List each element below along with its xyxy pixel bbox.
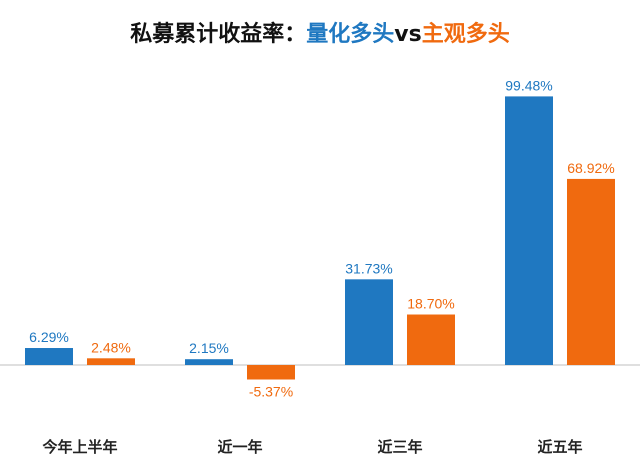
data-label-s1-c0: 2.48%	[91, 339, 131, 355]
data-label-s0-c2: 31.73%	[345, 260, 392, 276]
title-prefix: 私募累计收益率：	[130, 22, 307, 47]
bar-s0-c2	[345, 279, 393, 365]
title-vs: vs	[394, 22, 422, 47]
category-label-0: 今年上半年	[41, 438, 117, 456]
data-label-s0-c1: 2.15%	[189, 340, 229, 356]
bar-s0-c3	[505, 96, 553, 366]
bar-s1-c0	[87, 358, 135, 365]
bar-s1-c3	[567, 178, 615, 365]
data-label-s1-c1: -5.37%	[249, 383, 293, 399]
data-label-s0-c3: 99.48%	[505, 77, 552, 93]
category-label-2: 近三年	[377, 438, 422, 456]
chart-title: 私募累计收益率：量化多头vs主观多头	[0, 16, 640, 48]
data-label-s1-c3: 68.92%	[567, 160, 614, 176]
title-series-quant: 量化多头	[306, 22, 395, 47]
category-label-3: 近五年	[537, 438, 582, 456]
bar-s0-c1	[185, 359, 233, 365]
bar-s1-c2	[407, 314, 455, 365]
data-label-s0-c0: 6.29%	[29, 329, 69, 345]
bar-s0-c0	[25, 348, 73, 365]
category-label-1: 近一年	[217, 438, 262, 456]
bar-s1-c1	[247, 365, 295, 380]
data-label-s1-c2: 18.70%	[407, 296, 454, 312]
title-series-subjective: 主观多头	[421, 22, 510, 47]
